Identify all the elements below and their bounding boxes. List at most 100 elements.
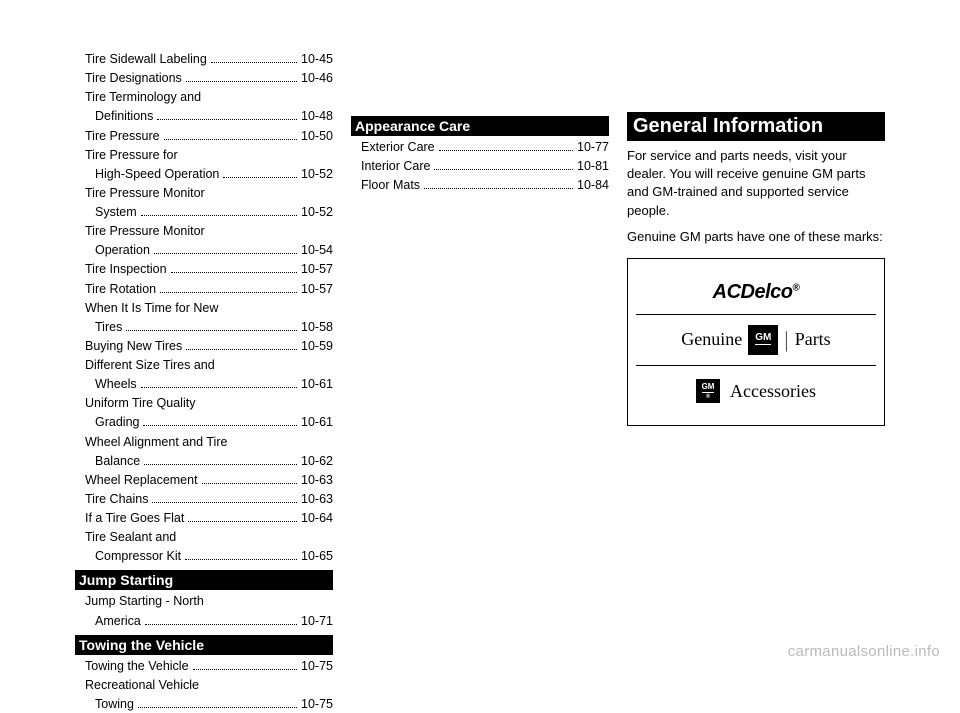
toc-group-tires: Tire Sidewall Labeling10-45 Tire Designa… bbox=[75, 50, 333, 566]
toc-label: Tire Terminology and bbox=[85, 88, 201, 106]
toc-row: Tire Pressure for bbox=[75, 146, 333, 164]
marks-box: ACDelco® Genuine GM | Parts GM® Accessor… bbox=[627, 258, 885, 427]
dots bbox=[186, 349, 297, 350]
dots bbox=[202, 483, 297, 484]
toc-label: Buying New Tires bbox=[85, 337, 182, 355]
toc-label: Interior Care bbox=[361, 157, 430, 175]
toc-row: Towing10-75 bbox=[75, 695, 333, 713]
toc-label: Jump Starting - North bbox=[85, 592, 204, 610]
toc-row: Compressor Kit 10-65 bbox=[75, 547, 333, 565]
section-bar-jump-starting: Jump Starting bbox=[75, 570, 333, 590]
gm-box-icon: GM® bbox=[696, 379, 720, 403]
toc-label: Floor Mats bbox=[361, 176, 420, 194]
dots bbox=[141, 215, 297, 216]
toc-page: 10-58 bbox=[301, 318, 333, 336]
toc-row: Uniform Tire Quality bbox=[75, 394, 333, 412]
toc-label: Tire Sidewall Labeling bbox=[85, 50, 207, 68]
toc-page: 10-57 bbox=[301, 260, 333, 278]
dots bbox=[439, 150, 573, 151]
dots bbox=[157, 119, 297, 120]
acdelco-text: ACDelco bbox=[713, 281, 793, 303]
toc-row: System10-52 bbox=[75, 203, 333, 221]
toc-row: Wheel Replacement10-63 bbox=[75, 471, 333, 489]
toc-row: Floor Mats 10-84 bbox=[351, 176, 609, 194]
section-bar-appearance: Appearance Care bbox=[351, 116, 609, 136]
dots bbox=[211, 62, 297, 63]
toc-row: Buying New Tires 10-59 bbox=[75, 337, 333, 355]
toc-page: 10-84 bbox=[577, 176, 609, 194]
toc-label: Different Size Tires and bbox=[85, 356, 215, 374]
toc-label: Exterior Care bbox=[361, 138, 435, 156]
toc-label: Operation bbox=[85, 241, 150, 259]
mark-gm-accessories: GM® Accessories bbox=[636, 365, 876, 414]
toc-label: System bbox=[85, 203, 137, 221]
toc-row: Tire Sealant and bbox=[75, 528, 333, 546]
toc-label: Tire Rotation bbox=[85, 280, 156, 298]
page-content: Tire Sidewall Labeling10-45 Tire Designa… bbox=[75, 50, 885, 590]
toc-row: Tire Designations10-46 bbox=[75, 69, 333, 87]
toc-row: Interior Care 10-81 bbox=[351, 157, 609, 175]
gm-text: GM bbox=[702, 383, 715, 393]
toc-label: Compressor Kit bbox=[85, 547, 181, 565]
toc-label: Tire Chains bbox=[85, 490, 148, 508]
dots bbox=[434, 169, 573, 170]
toc-label: Recreational Vehicle bbox=[85, 676, 199, 694]
toc-page: 10-48 bbox=[301, 107, 333, 125]
toc-row: Different Size Tires and bbox=[75, 356, 333, 374]
toc-label: High-Speed Operation bbox=[85, 165, 219, 183]
dots bbox=[141, 387, 297, 388]
mark-genuine-gm-parts: Genuine GM | Parts bbox=[636, 314, 876, 365]
mark-acdelco: ACDelco® bbox=[636, 271, 876, 314]
toc-row: Operation 10-54 bbox=[75, 241, 333, 259]
registered-icon: ® bbox=[706, 394, 710, 400]
dots bbox=[160, 292, 297, 293]
dots bbox=[171, 272, 297, 273]
toc-page: 10-61 bbox=[301, 375, 333, 393]
toc-page: 10-46 bbox=[301, 69, 333, 87]
toc-label: Wheels bbox=[85, 375, 137, 393]
toc-label: Wheel Alignment and Tire bbox=[85, 433, 227, 451]
toc-row: Towing the Vehicle10-75 bbox=[75, 657, 333, 675]
toc-row: Tire Pressure10-50 bbox=[75, 127, 333, 145]
toc-row: Tire Pressure Monitor bbox=[75, 222, 333, 240]
toc-page: 10-71 bbox=[301, 612, 333, 630]
genuine-text: Genuine bbox=[681, 329, 742, 350]
toc-label: America bbox=[85, 612, 141, 630]
toc-row: Tire Terminology and bbox=[75, 88, 333, 106]
toc-row: If a Tire Goes Flat10-64 bbox=[75, 509, 333, 527]
toc-row: Grading10-61 bbox=[75, 413, 333, 431]
column-3: General Information For service and part… bbox=[627, 50, 885, 590]
dots bbox=[145, 624, 297, 625]
dots bbox=[424, 188, 573, 189]
pipe-icon: | bbox=[784, 327, 788, 353]
toc-row: America 10-71 bbox=[75, 612, 333, 630]
toc-label: Wheel Replacement bbox=[85, 471, 198, 489]
dots bbox=[188, 521, 297, 522]
toc-page: 10-57 bbox=[301, 280, 333, 298]
toc-page: 10-77 bbox=[577, 138, 609, 156]
toc-page: 10-75 bbox=[301, 695, 333, 713]
dots bbox=[154, 253, 297, 254]
toc-label: Tires bbox=[85, 318, 122, 336]
toc-page: 10-81 bbox=[577, 157, 609, 175]
toc-row: Tire Pressure Monitor bbox=[75, 184, 333, 202]
toc-page: 10-59 bbox=[301, 337, 333, 355]
watermark: carmanualsonline.info bbox=[788, 643, 940, 660]
toc-row: Tire Inspection10-57 bbox=[75, 260, 333, 278]
toc-label: Towing the Vehicle bbox=[85, 657, 189, 675]
toc-page: 10-65 bbox=[301, 547, 333, 565]
toc-label: Definitions bbox=[85, 107, 153, 125]
paragraph: For service and parts needs, visit your … bbox=[627, 147, 885, 220]
toc-label: Tire Pressure Monitor bbox=[85, 184, 205, 202]
section-bar-towing: Towing the Vehicle bbox=[75, 635, 333, 655]
toc-page: 10-54 bbox=[301, 241, 333, 259]
toc-label: Tire Sealant and bbox=[85, 528, 176, 546]
paragraph: Genuine GM parts have one of these marks… bbox=[627, 228, 885, 246]
toc-row: High-Speed Operation 10-52 bbox=[75, 165, 333, 183]
dots bbox=[164, 139, 297, 140]
toc-row: Balance10-62 bbox=[75, 452, 333, 470]
gm-box-icon: GM bbox=[748, 325, 778, 355]
toc-page: 10-52 bbox=[301, 165, 333, 183]
toc-row: Tire Rotation 10-57 bbox=[75, 280, 333, 298]
gm-text: GM bbox=[755, 333, 771, 345]
